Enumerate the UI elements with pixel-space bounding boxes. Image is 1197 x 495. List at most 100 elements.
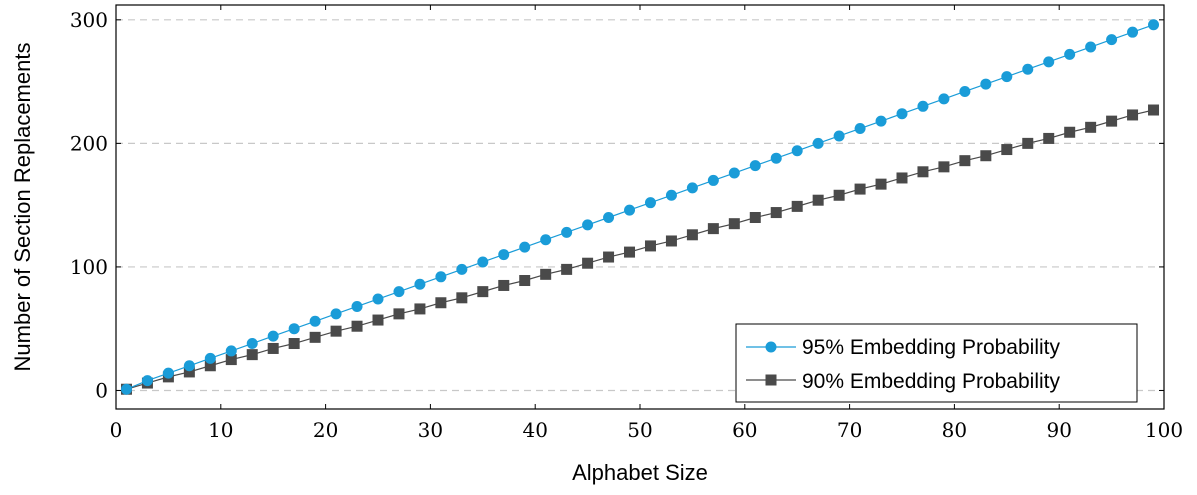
data-point — [498, 279, 510, 291]
data-point — [582, 257, 594, 269]
data-point — [980, 150, 992, 162]
data-point — [665, 235, 677, 247]
data-point — [1064, 126, 1076, 138]
legend-box — [735, 323, 1138, 403]
data-point — [1001, 71, 1013, 83]
data-point — [141, 375, 153, 387]
data-point — [854, 183, 866, 195]
data-point — [372, 293, 384, 305]
data-point — [833, 189, 845, 201]
series-layer — [120, 19, 1160, 395]
x-tick-label: 30 — [418, 418, 443, 442]
data-point — [938, 93, 950, 105]
data-point — [728, 167, 740, 179]
data-point — [749, 212, 761, 224]
data-point — [791, 145, 803, 157]
data-point — [330, 308, 342, 320]
x-tick-label: 40 — [522, 418, 547, 442]
x-tick-label: 0 — [110, 418, 123, 442]
data-point — [498, 249, 510, 261]
x-tick-label: 90 — [1046, 418, 1071, 442]
data-point — [686, 182, 698, 194]
data-point — [749, 160, 761, 172]
data-point — [1106, 115, 1118, 127]
data-point — [896, 108, 908, 120]
data-point — [414, 278, 426, 290]
legend-label-90: 90% Embedding Probability — [802, 370, 1060, 393]
x-tick-label: 50 — [627, 418, 652, 442]
gridlines — [116, 19, 1164, 392]
data-point — [183, 360, 195, 372]
data-point — [204, 360, 216, 372]
data-point — [917, 166, 929, 178]
data-point — [603, 251, 615, 263]
data-point — [456, 263, 468, 275]
data-point — [456, 292, 468, 304]
data-point — [435, 297, 447, 309]
x-tick-label: 80 — [942, 418, 967, 442]
data-point — [896, 172, 908, 184]
data-point — [728, 218, 740, 230]
x-axis-title: Alphabet Size — [572, 460, 708, 485]
data-point — [162, 367, 174, 379]
data-point — [644, 240, 656, 252]
data-point — [519, 241, 531, 253]
data-point — [246, 338, 258, 350]
data-point — [582, 219, 594, 231]
y-tick-label: 300 — [70, 8, 108, 32]
data-point — [351, 320, 363, 332]
data-point — [686, 229, 698, 241]
data-point — [267, 330, 279, 342]
data-point — [120, 383, 132, 395]
data-point — [959, 155, 971, 167]
data-point — [665, 189, 677, 201]
x-tick-label: 10 — [208, 418, 233, 442]
data-point — [267, 342, 279, 354]
data-point — [1022, 63, 1034, 75]
legend-marker-90 — [765, 374, 777, 386]
data-point — [980, 78, 992, 90]
x-tick-label: 60 — [732, 418, 757, 442]
y-tick-label: 200 — [70, 131, 108, 155]
data-point — [246, 349, 258, 361]
data-point — [1085, 41, 1097, 53]
data-point — [414, 303, 426, 315]
data-point — [519, 275, 531, 287]
data-point — [477, 256, 489, 268]
data-point — [1022, 137, 1034, 149]
data-point — [225, 345, 237, 357]
data-point — [204, 352, 216, 364]
data-point — [644, 197, 656, 209]
data-point — [1043, 56, 1055, 68]
data-point — [183, 366, 195, 378]
data-point — [1127, 109, 1139, 121]
data-point — [561, 263, 573, 275]
data-point — [812, 194, 824, 206]
x-tick-label: 20 — [313, 418, 338, 442]
data-point — [1127, 26, 1139, 38]
data-point — [435, 271, 447, 283]
data-point — [707, 223, 719, 235]
data-point — [938, 161, 950, 173]
data-point — [1064, 48, 1076, 60]
x-tick-label: 100 — [1145, 418, 1183, 442]
data-point — [1085, 121, 1097, 133]
data-point — [770, 152, 782, 164]
data-point — [1043, 132, 1055, 144]
data-point — [833, 130, 845, 142]
y-axis-title: Number of Section Replacements — [10, 43, 35, 372]
data-point — [372, 314, 384, 326]
data-point — [707, 174, 719, 186]
x-tick-label: 70 — [837, 418, 862, 442]
axis-ticks: 0 10 20 30 40 50 60 70 80 90 100 0 100 200 300 — [70, 5, 1183, 442]
data-point — [393, 286, 405, 298]
data-point — [624, 246, 636, 258]
data-point — [854, 123, 866, 135]
data-point — [1001, 144, 1013, 156]
data-point — [603, 212, 615, 224]
data-point — [1106, 34, 1118, 46]
data-point — [875, 115, 887, 127]
data-point — [791, 200, 803, 212]
data-point — [309, 331, 321, 343]
